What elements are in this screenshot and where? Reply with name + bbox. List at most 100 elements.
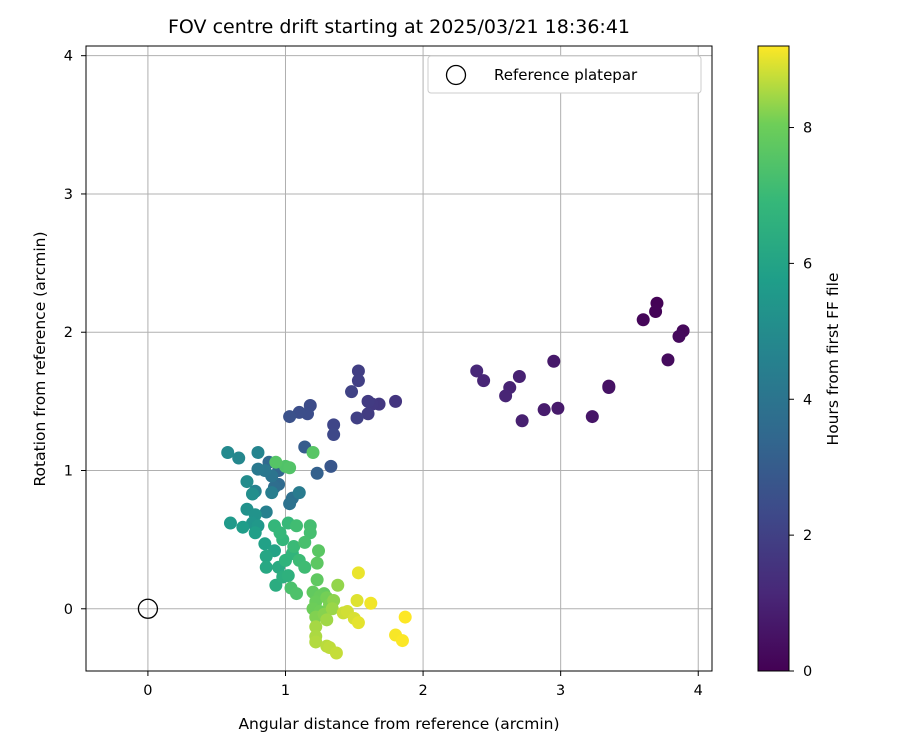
scatter-point [327, 418, 341, 432]
y-tick-label: 1 [64, 464, 73, 480]
scatter-point [236, 520, 250, 534]
scatter-point [389, 394, 403, 408]
scatter-point [283, 410, 297, 424]
grid-lines [86, 46, 712, 671]
scatter-point [245, 487, 259, 501]
scatter-point [298, 535, 312, 549]
data-points [221, 296, 690, 660]
scatter-point [585, 410, 599, 424]
scatter-point [351, 616, 365, 630]
scatter-point [361, 407, 375, 421]
scatter-point [331, 578, 345, 592]
scatter-point [251, 446, 265, 460]
scatter-point [395, 634, 409, 648]
scatter-point [306, 446, 320, 460]
x-axis-ticks: 0 1 2 3 4 [143, 671, 703, 699]
colorbar-label: Hours from first FF file [824, 273, 842, 446]
colorbar: 0 2 4 6 8 Hours from first FF file [757, 45, 842, 680]
scatter-point [361, 394, 375, 408]
y-axis-ticks: 0 1 2 3 4 [64, 49, 86, 618]
scatter-point [345, 385, 359, 399]
scatter-point [221, 446, 235, 460]
scatter-point [232, 451, 246, 465]
y-tick-label: 0 [64, 602, 73, 618]
scatter-point [309, 620, 323, 634]
scatter-point [273, 526, 287, 540]
x-tick-label: 0 [143, 683, 152, 699]
scatter-point [310, 466, 324, 480]
scatter-point [350, 593, 364, 607]
scatter-point [287, 540, 301, 554]
x-tick-label: 3 [556, 683, 565, 699]
colorbar-gradient [757, 45, 790, 672]
scatter-point [290, 587, 304, 601]
colorbar-tick-label: 0 [803, 664, 812, 680]
scatter-point [269, 455, 283, 469]
scatter-point [551, 401, 565, 415]
scatter-point [398, 610, 412, 624]
x-tick-label: 4 [694, 683, 703, 699]
scatter-point [292, 486, 306, 500]
scatter-point [649, 304, 663, 318]
scatter-point [636, 313, 650, 327]
x-axis-label: Angular distance from reference (arcmin) [238, 715, 559, 733]
colorbar-tick-label: 6 [803, 256, 812, 272]
scatter-point [240, 475, 254, 489]
reference-platepar-marker [137, 598, 159, 619]
scatter-point [515, 414, 529, 428]
scatter-point [672, 329, 686, 343]
scatter-point [248, 526, 262, 540]
scatter-point [283, 497, 297, 511]
scatter-point [310, 556, 324, 570]
reference-marker [137, 598, 159, 619]
legend: Reference platepar [427, 55, 702, 94]
scatter-point [351, 364, 365, 378]
scatter-point [265, 486, 279, 500]
scatter-point [470, 364, 484, 378]
scatter-point [310, 573, 324, 587]
scatter-point [351, 374, 365, 388]
y-tick-label: 3 [64, 187, 73, 203]
scatter-point [351, 566, 365, 580]
y-axis-label: Rotation from reference (arcmin) [31, 231, 49, 486]
colorbar-ticks: 0 2 4 6 8 [789, 121, 812, 680]
scatter-point [320, 613, 334, 627]
scatter-point [298, 560, 312, 574]
legend-marker [445, 64, 467, 86]
scatter-point [309, 635, 323, 649]
scatter-point [602, 381, 616, 395]
legend-entry-reference-platepar: Reference platepar [494, 66, 638, 84]
scatter-point [283, 461, 297, 475]
scatter-point [499, 389, 513, 403]
scatter-point [312, 544, 326, 558]
scatter-point [259, 560, 273, 574]
colorbar-tick-label: 8 [803, 121, 812, 137]
scatter-point [251, 462, 265, 476]
scatter-point [512, 369, 526, 383]
scatter-point [303, 526, 317, 540]
chart-title: FOV centre drift starting at 2025/03/21 … [168, 16, 630, 38]
scatter-point [661, 353, 675, 367]
scatter-point [547, 354, 561, 368]
colorbar-tick-label: 2 [803, 528, 812, 544]
scatter-point [350, 411, 364, 425]
x-tick-label: 1 [281, 683, 290, 699]
scatter-point [290, 519, 304, 533]
legend-box [427, 55, 702, 94]
scatter-point [324, 459, 338, 473]
scatter-point [364, 596, 378, 610]
scatter-point [329, 646, 343, 660]
scatter-point [259, 549, 273, 563]
y-tick-label: 4 [64, 49, 73, 65]
scatter-point [325, 602, 339, 616]
scatter-point [477, 374, 491, 388]
scatter-point [281, 569, 295, 583]
scatter-point [258, 537, 272, 551]
scatter-point [327, 428, 341, 442]
y-tick-label: 2 [64, 325, 73, 341]
colorbar-tick-label: 4 [803, 392, 812, 408]
plot-area-frame [85, 45, 713, 672]
scatter-point [537, 403, 551, 417]
scatter-point [259, 505, 273, 519]
